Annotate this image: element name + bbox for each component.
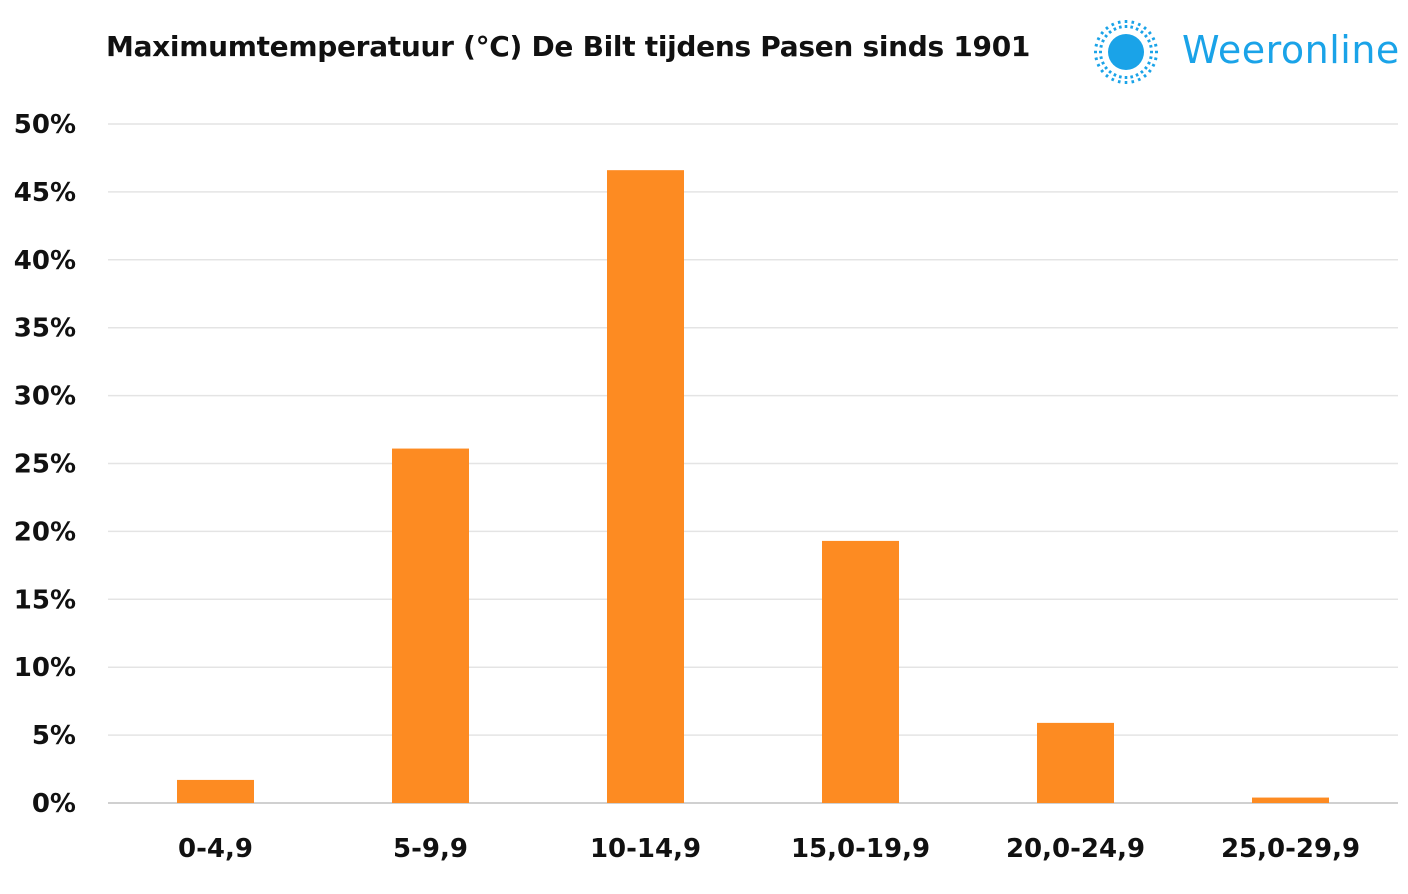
bar <box>1252 797 1329 803</box>
bar <box>392 448 469 803</box>
y-tick-label: 50% <box>14 110 76 140</box>
weeronline-logo[interactable]: Weeronline <box>1088 14 1404 90</box>
y-tick-label: 45% <box>14 178 76 208</box>
x-tick-label: 15,0-19,9 <box>791 834 930 864</box>
y-tick-label: 0% <box>32 789 76 819</box>
bar <box>177 779 254 803</box>
x-tick-label: 10-14,9 <box>590 834 701 864</box>
x-tick-label: 5-9,9 <box>393 834 468 864</box>
y-tick-label: 40% <box>14 246 76 276</box>
logo-text: Weeronline <box>1182 28 1400 72</box>
y-tick-label: 30% <box>14 382 76 412</box>
bar <box>607 170 684 803</box>
y-tick-label: 5% <box>32 721 76 751</box>
x-tick-label: 0-4,9 <box>178 834 253 864</box>
bar <box>1037 722 1114 803</box>
sun-icon <box>1092 18 1160 86</box>
x-tick-label: 25,0-29,9 <box>1221 834 1360 864</box>
y-tick-label: 25% <box>14 450 76 480</box>
y-tick-label: 10% <box>14 653 76 683</box>
chart-title: Maximumtemperatuur (°C) De Bilt tijdens … <box>106 30 1031 63</box>
bar <box>822 540 899 803</box>
x-tick-label: 20,0-24,9 <box>1006 834 1145 864</box>
y-tick-label: 35% <box>14 314 76 344</box>
y-tick-label: 15% <box>14 585 76 615</box>
y-tick-label: 20% <box>14 517 76 547</box>
